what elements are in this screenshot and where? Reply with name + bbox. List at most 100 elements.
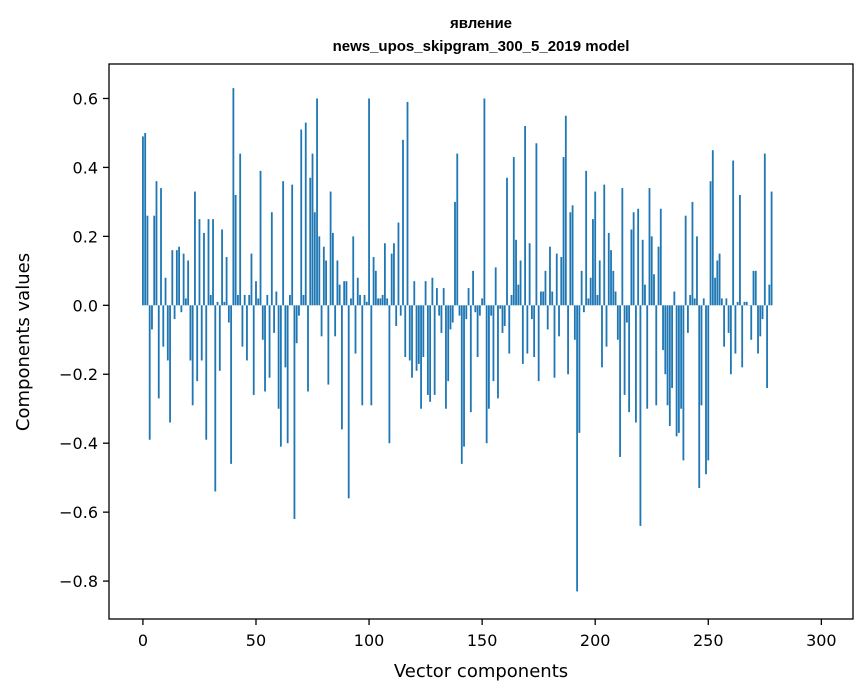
bar [644,284,646,306]
bar [184,298,187,306]
bar [725,298,728,306]
bar [587,298,590,306]
bar [304,122,307,306]
bar [397,222,400,306]
bar [727,305,730,333]
bar [327,305,330,385]
bar [492,305,495,382]
bar [698,305,701,488]
bar [693,298,696,306]
bar [151,305,153,330]
x-axis: 0 50 100 150 200 250 300 [138,619,837,650]
bar [546,305,549,330]
bar [157,305,160,399]
bar [182,253,185,306]
bar [329,191,332,306]
bar [148,305,151,440]
bar [338,284,341,306]
y-axis: −0.8 −0.6 −0.4 −0.2 0.0 0.2 0.4 0.6 [59,89,109,591]
bar [368,98,370,306]
bar [741,305,744,368]
bar [227,305,230,323]
bar [705,305,707,475]
bar [540,291,542,306]
bar-series [142,88,773,592]
bar [745,301,748,306]
bar [614,291,617,306]
bar [551,291,554,306]
bar [601,305,603,368]
bar [399,305,402,316]
bar [684,215,687,306]
bar [739,194,741,306]
bar [205,305,208,440]
bar [239,153,242,306]
bar [456,153,459,306]
bar [729,305,732,375]
bar [483,98,486,306]
bar [716,260,719,306]
bar [766,305,768,389]
bar [325,260,327,306]
bar [569,212,572,306]
y-tick-label: −0.6 [59,503,98,522]
bar [465,305,468,320]
bar [485,305,488,444]
bar [573,305,576,340]
bar [467,288,470,306]
bar [171,250,174,306]
bar [625,305,628,323]
bar [166,305,169,361]
bar [770,191,773,306]
bar [768,284,771,306]
bar [648,188,651,306]
bar [607,232,610,306]
bar [246,305,248,361]
bar [257,298,260,306]
bar [752,270,755,306]
bar [361,305,364,406]
bar [279,305,282,447]
bar [680,305,683,409]
bar [497,305,499,399]
bar [237,294,239,306]
bar [393,243,395,306]
bar [594,191,597,306]
bar [402,139,404,306]
bar [596,294,599,306]
bar [347,305,350,499]
bar [429,305,432,402]
bar [499,305,502,309]
bar [286,305,289,444]
bar [291,184,294,306]
y-tick-label: 0.0 [73,296,98,315]
bar [675,305,678,437]
bar [605,305,608,347]
x-tick-label: 250 [693,631,724,650]
bar [436,288,438,306]
bar [377,298,380,306]
bar [451,305,454,323]
bar [433,305,436,395]
bar [352,236,355,306]
y-tick-label: −0.2 [59,365,98,384]
bar [734,305,737,354]
bar [641,239,644,306]
bar [619,305,621,457]
bar [322,246,325,306]
bar [702,298,705,306]
bar [488,305,490,409]
bar [243,294,246,306]
bar [659,208,662,306]
bar [533,305,536,358]
bar [723,305,726,347]
x-tick-label: 150 [467,631,498,650]
bar [316,98,318,306]
bar [610,250,612,306]
bar [415,305,418,371]
bar [582,305,585,313]
bar [162,305,165,347]
bar [632,212,635,306]
bar [225,257,228,306]
bar [761,305,764,320]
